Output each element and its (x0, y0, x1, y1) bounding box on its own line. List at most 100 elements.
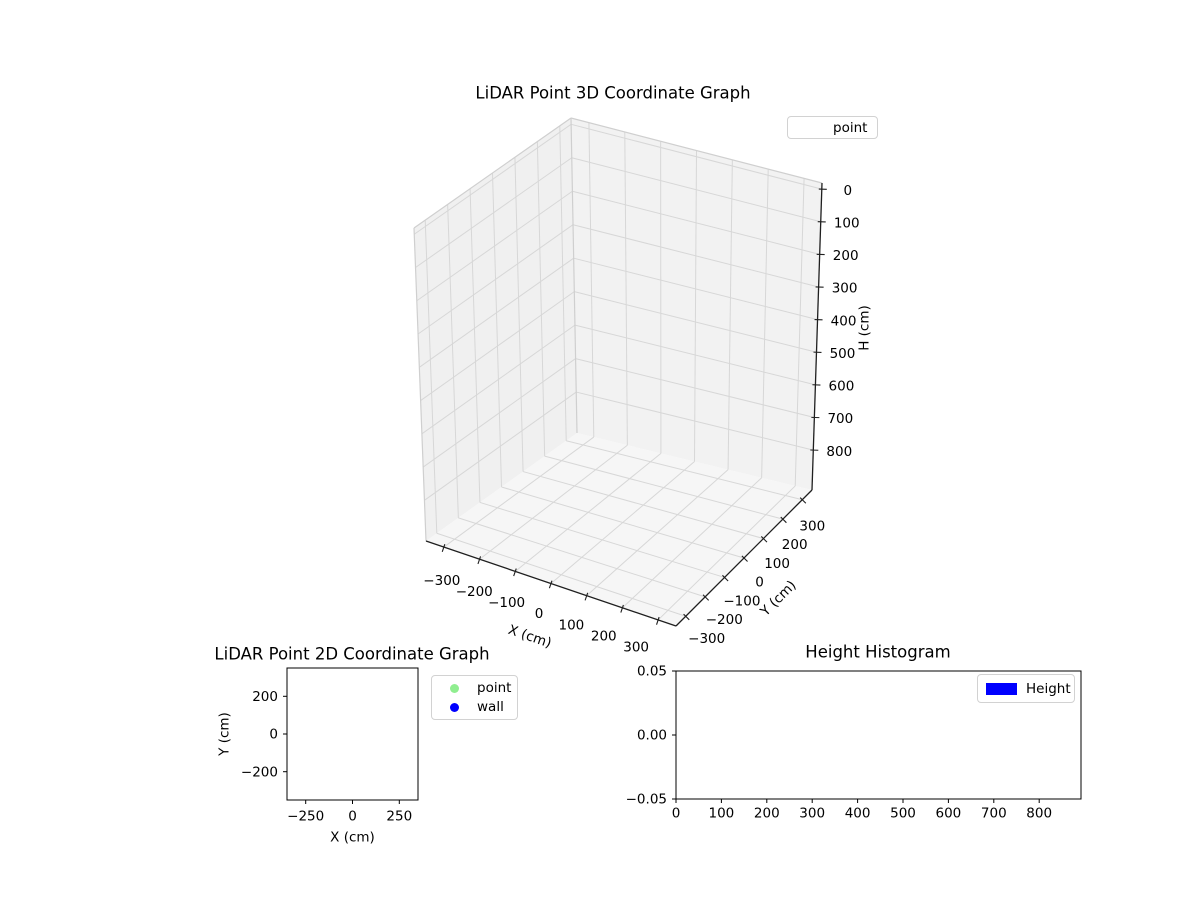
plot3d-z-tick-label: 300 (832, 281, 858, 297)
plot3d-z-tick-label: 400 (831, 313, 857, 329)
plot3d-grid-line (419, 257, 574, 368)
plot2d-legend: point wall (431, 675, 518, 720)
plot3d-y-tick (799, 497, 807, 504)
plot3d-grid-line (727, 159, 733, 470)
plot3d-pane-edge (413, 227, 427, 542)
plot3d-z-axis-label: H (cm) (857, 305, 873, 351)
plot3d-grid-line (574, 324, 816, 386)
plot2d-y-tick-label: 0 (269, 727, 278, 743)
plot3d-x-tick (584, 592, 589, 601)
plot3d-x-tick-label: 0 (535, 606, 544, 622)
plot3d-pane-edge (570, 117, 823, 184)
plot3d-pane-left (414, 118, 577, 541)
plot3d-grid-line (501, 486, 745, 559)
plot3d-y-tick-label: 100 (764, 556, 790, 572)
plot3d-pane-right (571, 118, 822, 490)
plot2d-x-axis-label: X (cm) (330, 830, 375, 846)
plot2d-legend-label-point: point (477, 680, 512, 696)
plot3d-grid-line (761, 169, 769, 478)
plot3d-grid-line (424, 220, 438, 534)
plot3d-z-tick-label: 100 (834, 215, 860, 231)
plot3d-x-tick-label: 200 (591, 629, 617, 645)
plot3d-pane-edge (413, 117, 572, 229)
histogram-title: Height Histogram (805, 642, 951, 662)
histogram-x-tick-label: 600 (936, 806, 962, 822)
plot3d-y-tick (760, 536, 768, 543)
plot3d-grid-line (588, 122, 595, 438)
plot3d-grid-line (570, 123, 822, 190)
plot3d-grid-line (416, 190, 573, 302)
plot3d-grid-line (624, 131, 628, 446)
plot3d-grid-line (586, 469, 729, 597)
height-swatch-icon (986, 682, 1017, 695)
legend-row-wall: wall (432, 698, 517, 717)
plot3d-x-tick-label: −200 (456, 584, 493, 600)
plot3d-title: LiDAR Point 3D Coordinate Graph (475, 83, 751, 103)
plot3d-y-tick-label: −100 (723, 593, 760, 609)
plot3d-z-tick-label: 600 (829, 379, 855, 395)
plot3d-x-tick-label: 300 (623, 640, 649, 656)
plot3d-grid-line (420, 291, 575, 401)
plot3d-grid-line (413, 123, 572, 235)
plot3d-y-tick-label: 0 (755, 575, 764, 591)
plot3d-grid-line (572, 190, 820, 255)
plot3d-grid-line (572, 224, 819, 288)
histogram-y-tick-label: 0.00 (637, 728, 667, 744)
histogram-legend-label-height: Height (1026, 680, 1071, 697)
plot3d-x-tick (548, 580, 553, 589)
histogram-x-tick-label: 800 (1026, 806, 1052, 822)
plot3d-z-tick-label: 800 (826, 444, 852, 460)
plot3d-z-tick-label: 700 (827, 411, 853, 427)
plot3d-grid-line (417, 224, 574, 335)
plot2d-axes-box (286, 667, 419, 801)
plot3d-x-tick-label: −100 (488, 595, 525, 611)
plot3d-grid-line (794, 178, 805, 486)
plot3d-x-tick (441, 544, 446, 552)
plot3d-grid-line (694, 150, 697, 462)
histogram-y-tick-label: −0.05 (626, 792, 667, 808)
histogram-x-tick-label: 400 (845, 806, 871, 822)
histogram-y-tick-label: 0.05 (637, 664, 667, 680)
plot3d-grid-line (514, 157, 524, 472)
plot3d-y-tick (722, 574, 729, 582)
plot3d-grid-line (622, 477, 762, 609)
plot3d-grid-line (492, 172, 502, 488)
legend-row-height: Height (978, 679, 1074, 698)
plot3d-grid-line (657, 485, 796, 621)
plot3d-y-tick-label: −200 (706, 612, 743, 628)
histogram-x-tick-label: 100 (709, 806, 735, 822)
plot2d-y-tick-label: 200 (252, 689, 278, 705)
plot3d-grid-line (415, 157, 573, 268)
plot3d-grid-line (573, 257, 818, 321)
histogram-x-tick-label: 200 (754, 806, 780, 822)
plot3d-y-tick-label: 300 (799, 518, 825, 534)
plot2d-x-tick-label: 0 (348, 809, 357, 825)
legend-row-point: point (432, 679, 517, 698)
plot3d-grid-line (522, 471, 764, 540)
plot3d-x-tick (620, 604, 624, 613)
plot3d-grid-line (424, 391, 577, 501)
histogram-x-tick-label: 0 (672, 806, 681, 822)
plot3d-pane-edge (570, 117, 578, 434)
plot3d-y-tick (683, 613, 690, 621)
plot2d-x-tick-label: −250 (287, 809, 324, 825)
plot3d-z-tick-label: 200 (833, 248, 859, 264)
plot3d-y-tick (702, 594, 710, 601)
plot3d-grid-line (469, 188, 481, 503)
plot3d-grid-line (575, 358, 815, 418)
plot3d-grid-line (559, 125, 567, 441)
histogram-legend: Height (977, 674, 1075, 703)
plot3d-z-spine (811, 182, 823, 491)
plot3d-z-tick-label: 0 (844, 183, 853, 199)
plot3d-x-tick (477, 556, 482, 565)
plot3d-grid-line (422, 358, 576, 468)
plot3d-grid-line (576, 391, 814, 451)
plot3d-x-tick (513, 568, 517, 577)
plot3d-grid-line (574, 291, 817, 353)
plot3d-grid-line (571, 157, 821, 223)
plot3d-y-tick-label: −300 (688, 631, 725, 647)
histogram-x-tick-label: 700 (981, 806, 1007, 822)
plot3d-x-axis-label: X (cm) (506, 622, 553, 652)
